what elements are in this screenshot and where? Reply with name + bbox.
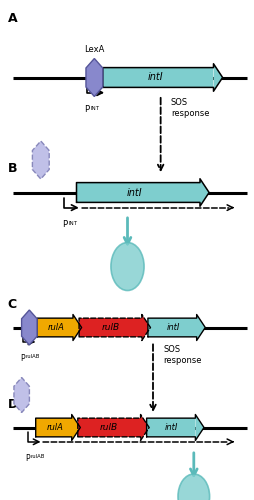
Text: LexA: LexA: [84, 46, 104, 54]
Text: intI: intI: [165, 423, 178, 432]
Ellipse shape: [177, 474, 209, 500]
Polygon shape: [71, 414, 80, 440]
Polygon shape: [195, 414, 203, 440]
Polygon shape: [213, 64, 222, 91]
Bar: [147, 318, 196, 337]
Text: INT: INT: [69, 220, 77, 226]
Polygon shape: [32, 141, 49, 179]
Text: P: P: [20, 354, 25, 363]
Text: rulB: rulB: [100, 423, 118, 432]
Bar: [79, 318, 141, 337]
Text: P: P: [25, 454, 30, 463]
Text: intI: intI: [166, 323, 179, 332]
Polygon shape: [73, 314, 81, 340]
Text: rulAB: rulAB: [25, 354, 40, 360]
Bar: [76, 182, 199, 203]
Text: P: P: [62, 220, 67, 229]
Polygon shape: [86, 58, 102, 96]
Polygon shape: [22, 310, 37, 345]
Bar: [146, 418, 195, 437]
Polygon shape: [196, 314, 204, 340]
Text: rulA: rulA: [47, 423, 64, 432]
Text: rulA: rulA: [48, 323, 65, 332]
Bar: [102, 68, 213, 87]
Text: rulAB: rulAB: [30, 454, 45, 460]
Text: intI: intI: [147, 72, 163, 83]
Text: SOS
response: SOS response: [163, 345, 201, 365]
Text: D: D: [8, 398, 18, 410]
Polygon shape: [199, 179, 208, 206]
Polygon shape: [140, 414, 149, 440]
Text: rulB: rulB: [101, 323, 119, 332]
Polygon shape: [141, 314, 150, 340]
Text: intI: intI: [126, 188, 142, 198]
Bar: [37, 318, 73, 337]
Text: A: A: [8, 12, 17, 26]
Ellipse shape: [110, 242, 144, 290]
Bar: [77, 418, 140, 437]
Polygon shape: [14, 378, 29, 412]
Text: C: C: [8, 298, 17, 310]
Text: SOS
response: SOS response: [170, 98, 209, 117]
Text: INT: INT: [90, 106, 99, 110]
Text: B: B: [8, 162, 17, 175]
Bar: [36, 418, 71, 437]
Text: P: P: [84, 105, 89, 114]
